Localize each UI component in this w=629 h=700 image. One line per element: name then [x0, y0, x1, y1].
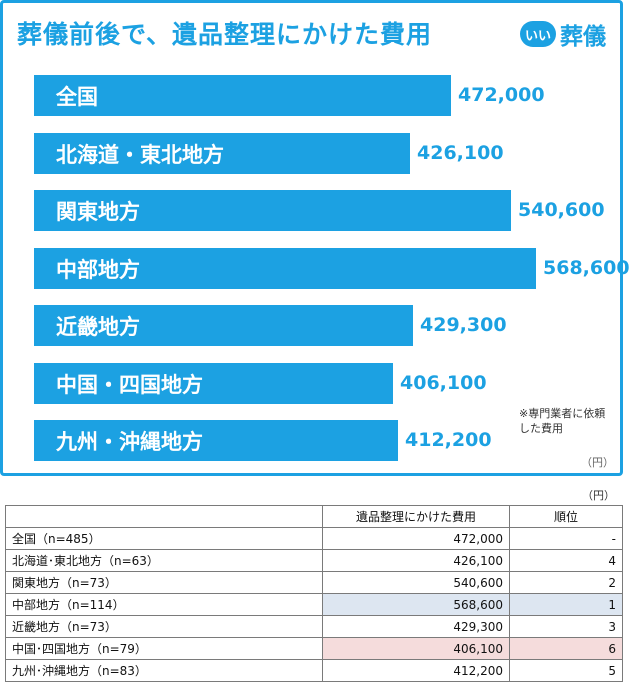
bar-value-label: 568,600 — [543, 257, 629, 279]
region-cell: 近畿地方（n=73） — [5, 615, 323, 638]
table-row: 関東地方（n=73） 540,600 2 — [5, 571, 623, 594]
region-cell: 中国･四国地方（n=79） — [5, 637, 323, 660]
rank-cell: 5 — [509, 659, 623, 682]
rank-cell: 1 — [509, 593, 623, 616]
bar: 関東地方 — [34, 190, 511, 231]
bar-value-label: 426,100 — [417, 142, 504, 164]
bar-chart: 全国 472,000 北海道・東北地方 426,100 関東地方 540,600 中部地方 5… — [3, 3, 629, 473]
rank-cell: 4 — [509, 549, 623, 572]
table-row: 九州･沖縄地方（n=83） 412,200 5 — [5, 659, 623, 682]
table-row: 北海道･東北地方（n=63） 426,100 4 — [5, 549, 623, 572]
table-row: 中部地方（n=114） 568,600 1 — [5, 593, 623, 616]
cost-cell: 472,000 — [322, 527, 510, 550]
bar: 中部地方 — [34, 248, 536, 289]
chart-unit-label: （円） — [581, 456, 614, 469]
region-cell: 北海道･東北地方（n=63） — [5, 549, 323, 572]
region-cell: 全国（n=485） — [5, 527, 323, 550]
bar-value-label: 406,100 — [400, 372, 487, 394]
rank-cell: 3 — [509, 615, 623, 638]
bar-value-label: 429,300 — [420, 314, 507, 336]
brand-logo[interactable]: いい 葬儀 — [520, 17, 606, 51]
table-header-rank: 順位 — [509, 505, 623, 528]
region-cell: 関東地方（n=73） — [5, 571, 323, 594]
table-header-cost: 遺品整理にかけた費用 — [322, 505, 510, 528]
chart-title: 葬儀前後で、遺品整理にかけた費用 — [17, 20, 433, 49]
bar-label: 全国 — [56, 84, 98, 109]
bar-value-label: 472,000 — [458, 84, 545, 106]
table-header-region — [5, 505, 323, 528]
table-row: 近畿地方（n=73） 429,300 3 — [5, 615, 623, 638]
cost-table: 遺品整理にかけた費用 順位 全国（n=485） 472,000- 北海道･東北地方（… — [5, 505, 623, 682]
bar: 中国・四国地方 — [34, 363, 393, 404]
logo-text: 葬儀 — [560, 24, 606, 50]
bar-label: 九州・沖縄地方 — [56, 429, 203, 454]
bar: 全国 — [34, 75, 451, 116]
table-header-row: 遺品整理にかけた費用 順位 — [5, 505, 623, 528]
bar-label: 中部地方 — [56, 257, 140, 282]
cost-cell: 412,200 — [322, 659, 510, 682]
rank-cell: 2 — [509, 571, 623, 594]
bar-label: 北海道・東北地方 — [56, 142, 224, 167]
bar-label: 中国・四国地方 — [56, 372, 203, 397]
bar-value-label: 412,200 — [405, 429, 492, 451]
logo-badge: いい — [520, 21, 556, 47]
chart-frame: 葬儀前後で、遺品整理にかけた費用 いい 葬儀 全国 472,000 北海道・東北地方… — [0, 0, 629, 476]
region-cell: 中部地方（n=114） — [5, 593, 323, 616]
table-row: 全国（n=485） 472,000- — [5, 527, 623, 550]
table-unit-label: （円） — [582, 489, 615, 502]
bar-label: 関東地方 — [56, 199, 140, 224]
bar-label: 近畿地方 — [56, 314, 140, 339]
region-cell: 九州･沖縄地方（n=83） — [5, 659, 323, 682]
bar: 九州・沖縄地方 — [34, 420, 398, 461]
table-row: 中国･四国地方（n=79） 406,100 6 — [5, 637, 623, 660]
cost-cell: 429,300 — [322, 615, 510, 638]
cost-cell: 568,600 — [322, 593, 510, 616]
cost-cell: 406,100 — [322, 637, 510, 660]
rank-cell: - — [509, 527, 623, 550]
bar: 近畿地方 — [34, 305, 413, 346]
cost-cell: 426,100 — [322, 549, 510, 572]
footnote: ※専門業者に依頼した費用 — [519, 407, 606, 435]
rank-cell: 6 — [509, 637, 623, 660]
cost-cell: 540,600 — [322, 571, 510, 594]
bar-value-label: 540,600 — [518, 199, 605, 221]
bar: 北海道・東北地方 — [34, 133, 410, 174]
